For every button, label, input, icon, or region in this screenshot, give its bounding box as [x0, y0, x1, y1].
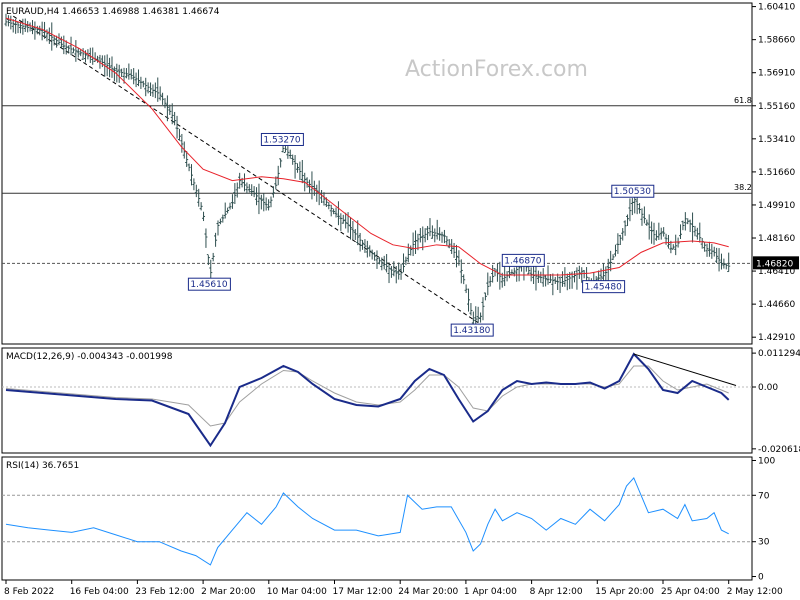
pane-frame-2 [1, 456, 753, 581]
price-level-label-box [450, 323, 494, 337]
price-y-tick-label: 1.55160 [758, 102, 795, 112]
x-tick-label: 1 Apr 04:00 [464, 587, 517, 597]
fib-level-label: 38.2 [734, 183, 752, 192]
price-y-tick-label: 1.53410 [758, 135, 795, 145]
price-level-label-box [582, 280, 626, 294]
x-tick-label: 16 Feb 04:00 [70, 587, 129, 597]
rsi-y-tick-label: 100 [758, 456, 775, 466]
macd-y-tick-label: 0.011294 [758, 349, 800, 359]
rsi-y-tick-label: 30 [758, 538, 770, 548]
rsi-y-tick-label: 0 [758, 573, 764, 583]
macd-signal-line [5, 365, 729, 427]
price-level-label: 1.43180 [453, 326, 490, 336]
price-y-tick-label: 1.48160 [758, 234, 795, 244]
price-y-tick-label: 1.49910 [758, 201, 795, 211]
x-tick-label: 10 Mar 04:00 [267, 587, 327, 597]
price-level-label: 1.45480 [585, 283, 622, 293]
macd-line [5, 352, 730, 448]
price-y-tick-label: 1.51660 [758, 168, 795, 178]
x-tick-label: 15 Apr 20:00 [595, 587, 654, 597]
x-tick-label: 2 Mar 20:00 [201, 587, 256, 597]
price-y-tick-label: 1.60410 [758, 3, 795, 13]
price-level-label: 1.50530 [614, 187, 651, 197]
macd-y-tick-label: 0.00 [758, 383, 778, 393]
price-level-label: 1.46870 [504, 256, 541, 266]
x-tick-label: 8 Apr 12:00 [530, 587, 583, 597]
pane-frame-0 [1, 2, 753, 345]
price-level-label: 1.45610 [190, 280, 227, 290]
x-tick-label: 2 May 12:00 [727, 587, 783, 597]
price-level-label-box [501, 253, 545, 267]
fib-level-label: 61.8 [734, 96, 752, 105]
macd-title: MACD(12,26,9) -0.004343 -0.001998 [6, 352, 173, 362]
current-price-label: 1.46820 [756, 259, 793, 269]
macd-y-tick-label: -0.020618 [758, 445, 800, 455]
price-trend-line [13, 15, 481, 325]
price-level-label-box [260, 132, 304, 146]
price-level-label-box [611, 184, 655, 198]
price-y-tick-label: 1.56910 [758, 69, 795, 79]
rsi-y-tick-label: 70 [758, 491, 770, 501]
current-price-box [753, 256, 799, 270]
x-tick-label: 8 Feb 2022 [4, 587, 54, 597]
x-tick-label: 17 Mar 12:00 [333, 587, 393, 597]
watermark: ActionForex.com [405, 57, 588, 82]
price-y-tick-label: 1.42910 [758, 333, 795, 343]
macd-trend-line [633, 353, 737, 386]
rsi-title: RSI(14) 36.7651 [6, 461, 79, 471]
price-y-tick-label: 1.44660 [758, 300, 795, 310]
x-tick-label: 23 Feb 12:00 [135, 587, 194, 597]
rsi-line [5, 476, 729, 566]
price-y-tick-label: 1.58660 [758, 36, 795, 46]
price-level-label: 1.53270 [263, 135, 300, 145]
x-tick-label: 24 Mar 20:00 [398, 587, 458, 597]
price-chart-title: EURAUD,H4 1.46653 1.46988 1.46381 1.4667… [6, 7, 220, 17]
pane-frame-1 [1, 347, 753, 454]
price-y-tick-label: 1.46410 [758, 267, 795, 277]
moving-average-line [5, 17, 729, 276]
x-tick-label: 25 Apr 04:00 [661, 587, 720, 597]
price-level-label-box [187, 277, 231, 291]
